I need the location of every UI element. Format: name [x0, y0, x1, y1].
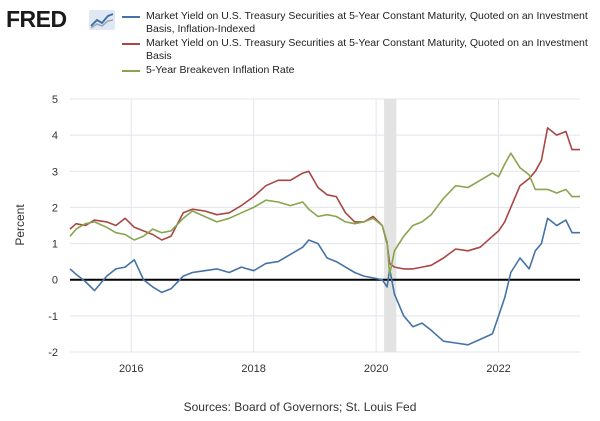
chart-legend: Market Yield on U.S. Treasury Securities…	[122, 10, 592, 78]
series-lines	[69, 127, 580, 346]
x-tick-label: 2018	[241, 363, 265, 375]
y-tick-label: 2	[52, 202, 58, 214]
y-tick-label: 1	[52, 239, 58, 251]
y-tick-label: 5	[52, 94, 58, 106]
source-note: Sources: Board of Governors; St. Louis F…	[183, 400, 417, 414]
plot-area	[70, 99, 580, 352]
series-line-nominal	[69, 127, 580, 270]
legend-swatch-breakeven	[122, 70, 140, 72]
y-tick-label: 3	[52, 166, 58, 178]
y-tick-label: 0	[52, 275, 58, 287]
recession-band	[384, 99, 397, 352]
legend-label-tips: Market Yield on U.S. Treasury Securities…	[146, 10, 588, 35]
series-line-tips	[69, 217, 580, 346]
y-tick-label: -1	[48, 311, 58, 323]
x-tick-label: 2016	[119, 363, 143, 375]
x-tick-label: 2022	[486, 363, 510, 375]
fred-logo: FRED	[6, 6, 67, 32]
legend-item-breakeven: 5-Year Breakeven Inflation Rate	[122, 64, 592, 77]
legend-swatch-tips	[122, 16, 140, 18]
legend-swatch-nominal	[122, 43, 140, 45]
x-tick-label: 2020	[364, 363, 388, 375]
recession-shading	[384, 99, 397, 352]
y-tick-label: -2	[48, 347, 58, 359]
legend-label-nominal: Market Yield on U.S. Treasury Securities…	[146, 37, 588, 62]
fred-chart-icon	[89, 10, 115, 30]
y-axis-label: Percent	[13, 204, 27, 246]
legend-item-nominal: Market Yield on U.S. Treasury Securities…	[122, 37, 592, 63]
x-axis-ticks: 2016 2018 2020 2022	[119, 363, 511, 375]
y-tick-label: 4	[52, 130, 58, 142]
y-axis-ticks: -2 -1 0 1 2 3 4 5	[48, 94, 58, 359]
series-line-breakeven	[69, 152, 580, 276]
legend-item-tips: Market Yield on U.S. Treasury Securities…	[122, 10, 592, 36]
legend-label-breakeven: 5-Year Breakeven Inflation Rate	[146, 64, 295, 76]
